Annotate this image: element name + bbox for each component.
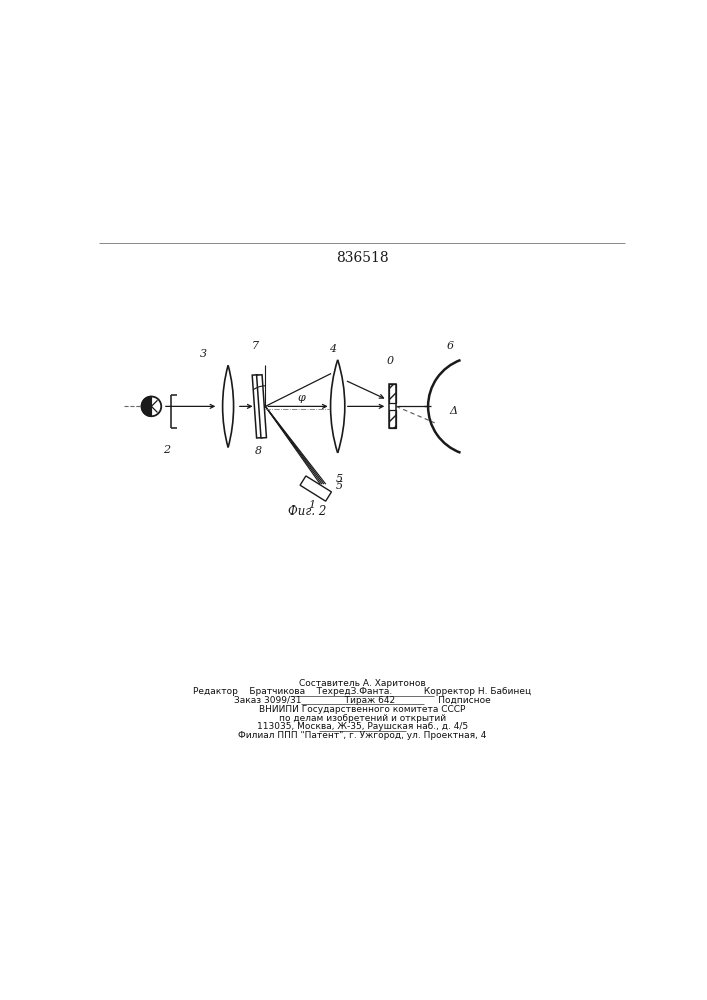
Text: 5: 5 — [336, 481, 343, 491]
Text: Редактор    Братчикова    ТехредЗ.Фанта.           Корректор Н. Бабинец: Редактор Братчикова ТехредЗ.Фанта. Корре… — [193, 687, 532, 696]
Bar — [257, 375, 267, 438]
Text: Заказ 3099/31               Тираж 642               Подписное: Заказ 3099/31 Тираж 642 Подписное — [234, 696, 491, 705]
Text: φ: φ — [297, 393, 305, 403]
Text: ВНИИПИ Государственного комитета СССР: ВНИИПИ Государственного комитета СССР — [259, 705, 465, 714]
Text: 2: 2 — [163, 445, 170, 455]
Text: Фиг. 2: Фиг. 2 — [288, 505, 327, 518]
Polygon shape — [141, 397, 151, 416]
Text: 4: 4 — [329, 344, 336, 354]
Text: 0: 0 — [386, 356, 393, 366]
Text: 3: 3 — [200, 349, 207, 359]
Bar — [389, 384, 396, 428]
Bar — [252, 375, 262, 438]
Bar — [389, 410, 396, 428]
Text: 7: 7 — [252, 341, 259, 351]
Text: Составитель А. Харитонов: Составитель А. Харитонов — [299, 679, 426, 688]
Text: 113035, Москва, Ж-35, Раушская наб., д. 4/5: 113035, Москва, Ж-35, Раушская наб., д. … — [257, 722, 468, 731]
Text: 6: 6 — [446, 341, 454, 351]
Text: 1: 1 — [308, 500, 315, 510]
Bar — [389, 384, 396, 403]
Text: по делам изобретений и открытий: по делам изобретений и открытий — [279, 714, 446, 723]
Text: 5: 5 — [336, 474, 343, 484]
Text: 8: 8 — [255, 446, 262, 456]
Bar — [300, 476, 332, 501]
Text: 836518: 836518 — [336, 251, 389, 265]
Text: Δ: Δ — [450, 406, 458, 416]
Text: Филиал ППП "Патент", г. Ужгород, ул. Проектная, 4: Филиал ППП "Патент", г. Ужгород, ул. Про… — [238, 731, 486, 740]
